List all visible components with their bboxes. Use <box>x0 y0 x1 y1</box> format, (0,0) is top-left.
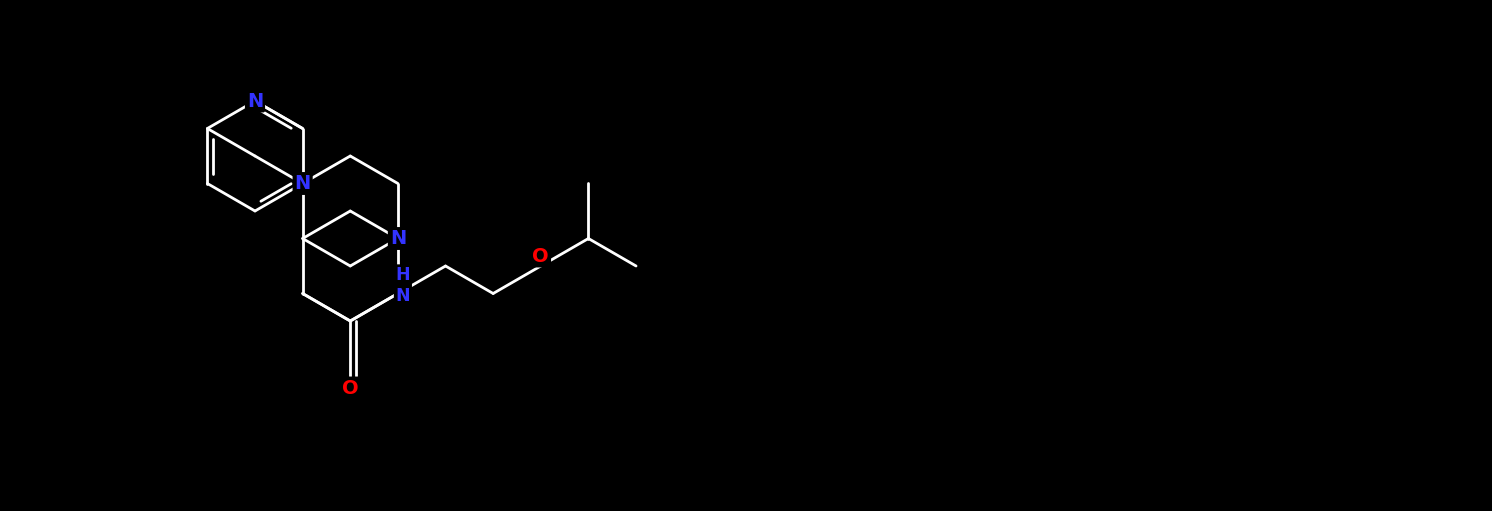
Text: O: O <box>533 246 549 266</box>
Text: N: N <box>389 229 406 248</box>
Text: N: N <box>246 91 263 110</box>
Text: O: O <box>342 379 358 398</box>
Text: H
N: H N <box>395 266 410 305</box>
Text: N: N <box>294 174 310 193</box>
